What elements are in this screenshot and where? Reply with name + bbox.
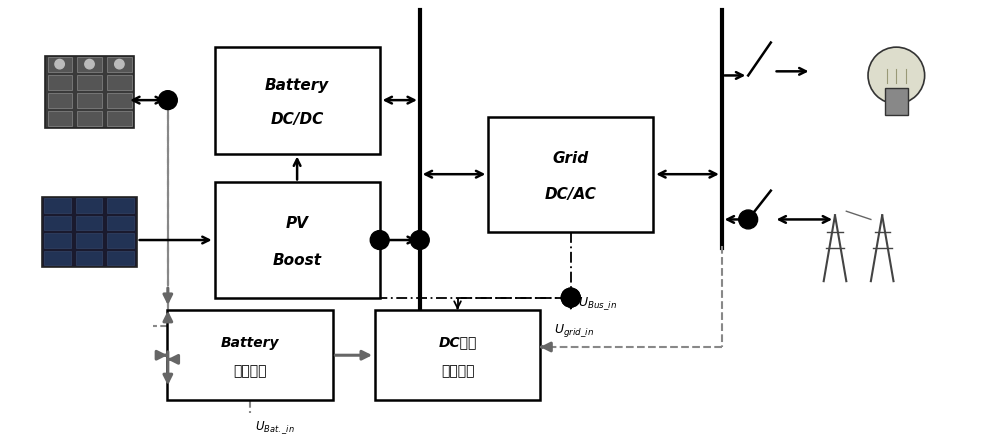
- Bar: [107, 233, 134, 248]
- Bar: [107, 215, 134, 230]
- Bar: [107, 75, 132, 90]
- Text: $U_{grid\_in}$: $U_{grid\_in}$: [554, 322, 594, 339]
- Text: $U_{Bus\_in}$: $U_{Bus\_in}$: [578, 296, 617, 312]
- Bar: [488, 116, 653, 232]
- Circle shape: [85, 59, 94, 69]
- Bar: [77, 111, 102, 126]
- Circle shape: [115, 59, 124, 69]
- Bar: [167, 310, 333, 401]
- Bar: [48, 57, 72, 72]
- Circle shape: [158, 91, 177, 109]
- Text: Grid: Grid: [553, 150, 589, 166]
- Circle shape: [370, 231, 389, 249]
- Bar: [885, 88, 908, 115]
- Bar: [48, 93, 72, 108]
- Bar: [107, 111, 132, 126]
- Circle shape: [410, 231, 429, 249]
- Circle shape: [561, 288, 580, 307]
- Bar: [215, 47, 380, 153]
- Text: 辅助电源: 辅助电源: [233, 364, 267, 378]
- Bar: [375, 310, 540, 401]
- Circle shape: [561, 288, 580, 307]
- Bar: [107, 93, 132, 108]
- Circle shape: [868, 47, 925, 104]
- Bar: [215, 182, 380, 298]
- Bar: [76, 251, 102, 265]
- Bar: [107, 198, 134, 213]
- Bar: [76, 215, 102, 230]
- Bar: [107, 57, 132, 72]
- Text: DC/AC: DC/AC: [545, 187, 597, 202]
- Bar: [76, 233, 102, 248]
- Text: DC/DC: DC/DC: [270, 112, 324, 127]
- Text: 辅助电源: 辅助电源: [441, 364, 474, 378]
- Bar: [44, 251, 71, 265]
- Bar: [107, 251, 134, 265]
- Bar: [77, 75, 102, 90]
- Circle shape: [55, 59, 64, 69]
- Bar: [76, 198, 102, 213]
- Text: PV: PV: [286, 216, 309, 232]
- Bar: [48, 111, 72, 126]
- Text: DC母线: DC母线: [438, 336, 477, 350]
- Circle shape: [739, 210, 758, 229]
- Bar: [44, 198, 71, 213]
- Bar: [44, 215, 71, 230]
- Bar: [45, 56, 134, 128]
- Bar: [42, 197, 137, 267]
- Bar: [44, 233, 71, 248]
- Text: $U_{Bat.\_in}$: $U_{Bat.\_in}$: [255, 419, 294, 436]
- Text: Boost: Boost: [273, 253, 322, 268]
- Bar: [77, 93, 102, 108]
- Text: Battery: Battery: [265, 78, 329, 93]
- Bar: [77, 57, 102, 72]
- Bar: [48, 75, 72, 90]
- Text: Battery: Battery: [221, 336, 279, 350]
